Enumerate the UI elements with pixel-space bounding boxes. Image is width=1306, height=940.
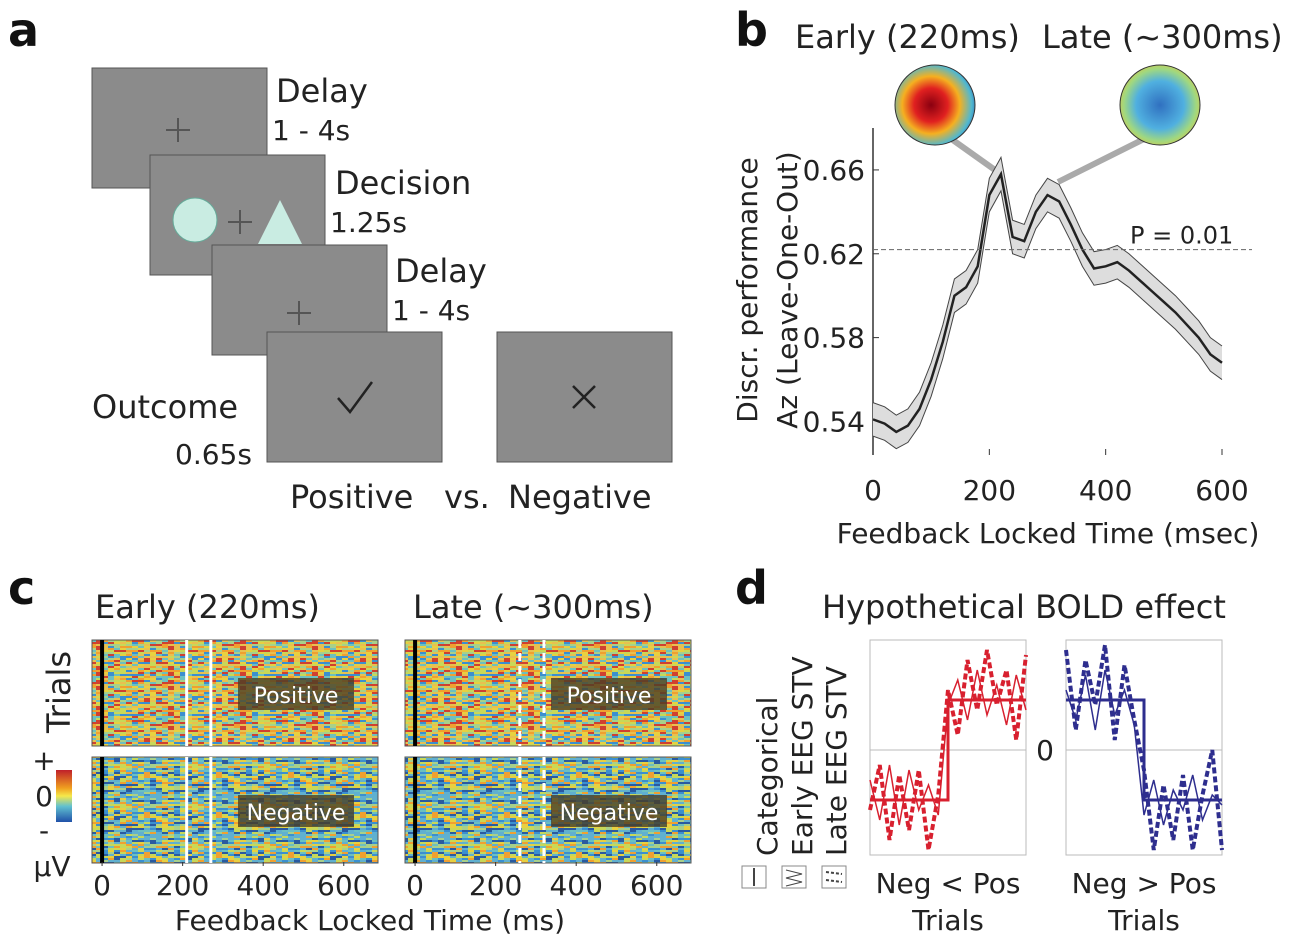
screen-duration: 1.25s	[330, 206, 407, 239]
connector	[948, 135, 997, 173]
topomap	[894, 64, 976, 146]
panel-label: c	[8, 561, 35, 615]
topomap-title: Early (220ms)	[795, 18, 1020, 56]
x-tick-label: 200	[963, 474, 1016, 507]
row-label-box	[551, 795, 667, 827]
legend-swatch	[785, 869, 803, 887]
error-band-upper	[872, 155, 1223, 416]
error-band	[873, 157, 1222, 449]
x-tick-label: 400	[549, 869, 602, 902]
row-label: Negative	[247, 801, 346, 826]
colorbar-label: 0	[35, 780, 53, 813]
x-tick-label: 400	[1079, 474, 1132, 507]
y-tick-label: 0	[1036, 734, 1054, 767]
series-line	[1064, 644, 1224, 851]
x-tick-label: 200	[469, 869, 522, 902]
raster-title: Early (220ms)	[95, 588, 320, 626]
fixation	[287, 301, 311, 325]
screen	[266, 331, 443, 463]
panel-label: a	[8, 3, 39, 57]
x-tick-label: 600	[1195, 474, 1248, 507]
fixation	[166, 118, 190, 142]
outcome-label: Positive	[290, 478, 413, 516]
x-axis-label: Feedback Locked Time (msec)	[837, 517, 1260, 550]
series-line	[1066, 698, 1222, 802]
y-axis-label: Discr. performance	[731, 157, 764, 422]
row-label-box	[551, 678, 667, 710]
x-tick-label: 0	[93, 869, 111, 902]
y-tick-label: 0.62	[803, 238, 865, 271]
task-diagram: Delay 1 - 4s Decision 1.25s Delay 1 - 4s…	[91, 67, 673, 516]
screen-label: Outcome	[92, 388, 238, 426]
series-line	[1065, 669, 1223, 826]
series-line	[868, 649, 1028, 851]
panel-label: d	[735, 561, 768, 615]
row-label-box	[238, 678, 354, 710]
legend-label: Categorical	[751, 697, 784, 856]
series-line	[870, 698, 1026, 802]
x-axis-label: Neg > Pos	[1072, 867, 1217, 900]
x-tick-label: 600	[317, 869, 370, 902]
threshold-label: P = 0.01	[1130, 222, 1233, 250]
screen-duration: 1 - 4s	[392, 294, 470, 327]
screen-label: Delay	[276, 72, 368, 110]
legend-swatch	[825, 871, 843, 883]
y-axis-label: Az (Leave-One-Out)	[771, 151, 804, 428]
raster-title: Late (~300ms)	[413, 588, 654, 626]
x-tick-label: 200	[156, 869, 209, 902]
y-tick-label: 0.54	[803, 405, 865, 438]
x-axis-label: Neg < Pos	[876, 867, 1021, 900]
x-tick-label: 400	[236, 869, 289, 902]
x-tick-label: 0	[406, 869, 424, 902]
screen-label: Decision	[335, 164, 471, 202]
legend-icon	[781, 865, 807, 889]
row-label: Negative	[560, 801, 659, 826]
chart-title: Hypothetical BOLD effect	[822, 588, 1226, 626]
row-label: Positive	[567, 684, 652, 709]
legend-icon	[821, 865, 847, 889]
screen-duration: 1 - 4s	[272, 114, 350, 147]
screen-label: Delay	[395, 252, 487, 290]
x-axis-label: Feedback Locked Time (ms)	[175, 904, 565, 937]
outcome-label: vs.	[444, 478, 490, 516]
y-tick-label: 0.66	[803, 154, 865, 187]
outcome-label: Negative	[508, 478, 652, 516]
error-band-lower	[872, 189, 1223, 450]
colorbar-label: +	[32, 744, 55, 777]
topomaps	[894, 64, 1201, 185]
fixation	[228, 210, 252, 234]
legend-label: Late EEG STV	[820, 666, 853, 856]
colorbar	[56, 770, 72, 822]
x-axis-label: Trials	[1107, 904, 1180, 937]
screen-duration: 0.65s	[175, 438, 252, 471]
mean-line	[872, 170, 1223, 434]
row-label: Positive	[254, 684, 339, 709]
colorbar-unit: µV	[34, 850, 71, 883]
topomap	[1119, 64, 1201, 146]
colorbar-label: -	[39, 814, 49, 847]
stimulus-triangle	[258, 200, 302, 244]
cross-mark	[572, 385, 596, 409]
panel-label: b	[735, 3, 768, 57]
legend-label: Early EEG STV	[786, 656, 819, 856]
topomap-title: Late (~300ms)	[1042, 18, 1283, 56]
connector	[1056, 135, 1148, 185]
x-tick-label: 600	[630, 869, 683, 902]
y-tick-label: 0.58	[803, 322, 865, 355]
y-axis-label: Trials	[40, 651, 78, 734]
x-axis-label: Trials	[911, 904, 984, 937]
row-label-box	[238, 795, 354, 827]
x-tick-label: 0	[864, 474, 882, 507]
stimulus-circle	[172, 197, 218, 243]
check-mark	[337, 381, 374, 415]
